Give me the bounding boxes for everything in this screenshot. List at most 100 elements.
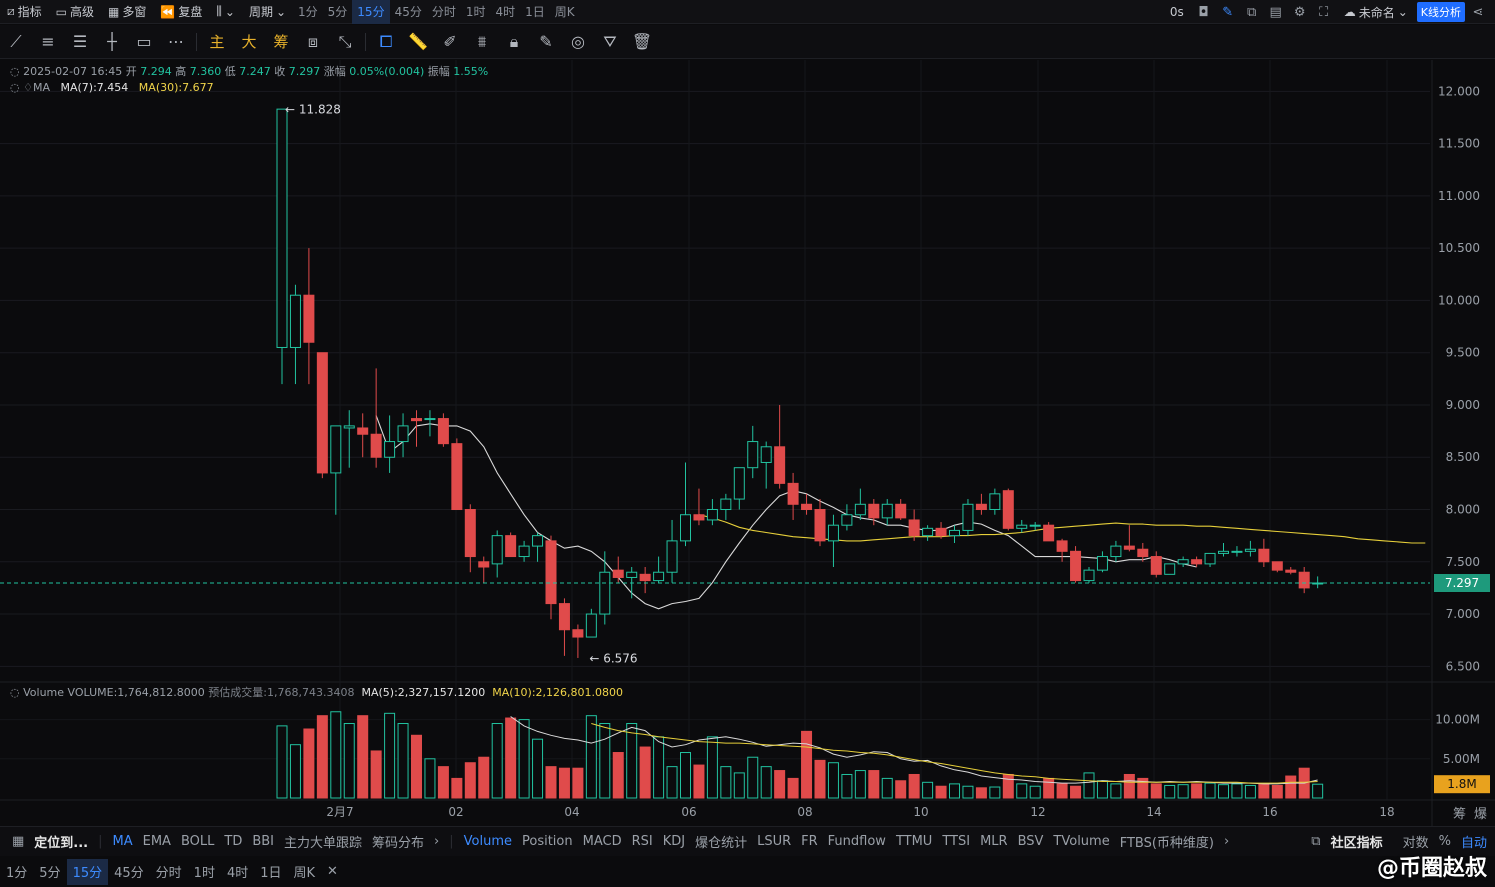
bottom-period-bar: 1分 5分 15分 45分 分时 1时 4时 1日 周K ✕ [0, 856, 1495, 887]
sub-indicator-ftbs[interactable]: FTBS(币种维度) [1119, 836, 1214, 851]
candle-body [424, 418, 436, 421]
indicator-menu[interactable]: ⧄ 指标 [7, 4, 42, 19]
calendar-icon[interactable]: ▦ [12, 834, 25, 849]
lock-icon[interactable]: 🔒︎ [509, 31, 519, 51]
settings-icon[interactable]: ⚙ [1293, 4, 1306, 20]
sub-indicator-mlr[interactable]: MLR [980, 834, 1008, 849]
replay-menu[interactable]: ⏪ 复盘 [160, 4, 203, 20]
close-icon[interactable]: ✕ [327, 864, 338, 879]
community-icon[interactable]: ⧉ [1311, 834, 1321, 849]
candle-body [303, 294, 315, 343]
indicator-boll[interactable]: BOLL [180, 834, 215, 849]
locate-button[interactable]: 定位到... [34, 836, 89, 851]
period-1d[interactable]: 1日 [525, 5, 545, 19]
chevron-right-icon[interactable]: › [434, 834, 440, 849]
sub-indicator-liquidation[interactable]: 爆仓统计 [695, 836, 748, 851]
chevron-right-icon[interactable]: › [1224, 834, 1230, 849]
volume-bar [854, 770, 866, 799]
camera-icon[interactable]: ◘ [1198, 4, 1209, 20]
brush-icon[interactable]: ✐ [443, 32, 457, 51]
sub-indicator-fundflow[interactable]: Fundflow [827, 834, 886, 849]
cross-line-icon[interactable]: ┼ [107, 32, 117, 51]
magnet-icon[interactable]: ⧠ [379, 31, 393, 51]
sub-indicator-tvolume[interactable]: TVolume [1053, 834, 1110, 849]
sub-indicator-volume[interactable]: Volume [463, 834, 512, 849]
bottom-period-1d[interactable]: 1日 [260, 866, 282, 881]
chart-type-menu[interactable]: ⫼ ⌄ [209, 0, 242, 24]
hide-icon[interactable]: ◎ [571, 32, 585, 51]
candle-body [357, 427, 369, 435]
period-1h[interactable]: 1时 [465, 5, 486, 19]
chip-tool[interactable]: 筹 [273, 33, 289, 51]
multi-window-menu[interactable]: ▦ 多窗 [108, 4, 147, 20]
eye-icon[interactable]: ◌ [10, 81, 20, 94]
period-4h[interactable]: 4时 [495, 5, 516, 19]
filter-icon[interactable]: ⛛ [603, 31, 617, 51]
template-icon[interactable]: ▤ [1269, 4, 1282, 20]
pencil-icon[interactable]: ✎ [1222, 4, 1234, 20]
volume-bar [1258, 783, 1270, 799]
layout-menu[interactable]: ☁ 未命名 ⌄ [1343, 5, 1408, 20]
main-force-tool[interactable]: 主 [209, 33, 225, 51]
sub-indicator-ttsi[interactable]: TTSI [942, 834, 971, 849]
indicator-td[interactable]: TD [224, 834, 243, 849]
indicator-ma[interactable]: MA [112, 834, 133, 849]
rectangle-icon[interactable]: ▭ [136, 32, 152, 51]
edit-icon[interactable]: ✎ [539, 32, 553, 51]
bottom-period-1m[interactable]: 1分 [6, 866, 28, 881]
sub-indicator-ttmu[interactable]: TTMU [895, 834, 933, 849]
eye-icon[interactable]: ◌ [10, 686, 20, 699]
bottom-period-15m[interactable]: 15分 [66, 858, 109, 885]
bottom-period-4h[interactable]: 4时 [226, 866, 249, 881]
sub-indicator-macd[interactable]: MACD [582, 834, 622, 849]
parallel-lines-icon[interactable]: ≡ [41, 32, 55, 51]
log-scale-toggle[interactable]: 对数 [1402, 836, 1429, 851]
sub-indicator-position[interactable]: Position [521, 834, 573, 849]
sub-indicator-lsur[interactable]: LSUR [757, 834, 792, 849]
sub-indicator-kdj[interactable]: KDJ [662, 834, 686, 849]
period-1w[interactable]: 周K [554, 5, 575, 19]
measure-icon[interactable]: ⤡ [338, 31, 352, 51]
kline-analysis-button[interactable]: K线分析 [1416, 2, 1465, 22]
eye-icon[interactable]: ◌ [10, 65, 20, 78]
candle-body [1231, 550, 1243, 553]
auto-scale-toggle[interactable]: 自动 [1460, 836, 1487, 851]
sub-indicator-fr[interactable]: FR [801, 834, 818, 849]
trend-line-icon[interactable]: ⟋ [10, 31, 22, 51]
indicator-chips[interactable]: 筹码分布 [372, 836, 425, 851]
fullscreen-icon[interactable]: ⛶ [1319, 4, 1329, 20]
advanced-menu[interactable]: ▭ 高级 [55, 4, 95, 20]
trash-icon[interactable]: 🗑︎ [631, 32, 653, 51]
period-menu[interactable]: 周期 ⌄ [248, 4, 287, 20]
price-tick-label: 8.500 [1446, 450, 1480, 464]
period-45m[interactable]: 45分 [394, 5, 422, 19]
ruler-icon[interactable]: 📏 [408, 32, 428, 51]
period-15m[interactable]: 15分 [352, 0, 390, 24]
indicator-ema[interactable]: EMA [142, 834, 171, 849]
period-1m[interactable]: 1分 [298, 5, 318, 19]
more-tools-icon[interactable]: ⋯ [168, 32, 184, 51]
bottom-period-1h[interactable]: 1时 [193, 866, 215, 881]
sub-indicator-rsi[interactable]: RSI [631, 834, 653, 849]
share-icon[interactable]: ⋖ [1472, 4, 1484, 20]
community-indicator-button[interactable]: 社区指标 [1330, 836, 1383, 851]
bell-icon[interactable]: ♢ [23, 81, 33, 94]
compare-icon[interactable]: ⩩ [477, 31, 487, 51]
liquidation-axis-label[interactable]: 爆 [1474, 807, 1488, 822]
sub-indicator-bsv[interactable]: BSV [1017, 834, 1044, 849]
percent-scale-toggle[interactable]: % [1438, 834, 1451, 849]
large-order-tool[interactable]: 大 [241, 33, 257, 51]
kline-chart[interactable]: 12.000 11.500 11.000 10.500 10.000 9.500 9.000… [0, 60, 1495, 826]
horizontal-lines-icon[interactable]: ☰ [72, 32, 88, 51]
indicator-main-force[interactable]: 主力大单跟踪 [284, 836, 363, 851]
period-timeshare[interactable]: 分时 [431, 5, 456, 19]
bottom-period-1w[interactable]: 周K [293, 866, 316, 881]
bottom-period-5m[interactable]: 5分 [39, 866, 61, 881]
indicator-bbi[interactable]: BBI [252, 834, 274, 849]
chip-axis-label[interactable]: 筹 [1453, 807, 1467, 822]
auto-pattern-icon[interactable]: ⧈ [307, 31, 319, 51]
period-5m[interactable]: 5分 [327, 5, 348, 19]
popout-icon[interactable]: ⧉ [1247, 4, 1257, 20]
bottom-period-45m[interactable]: 45分 [114, 866, 144, 881]
bottom-period-timeshare[interactable]: 分时 [155, 866, 182, 881]
